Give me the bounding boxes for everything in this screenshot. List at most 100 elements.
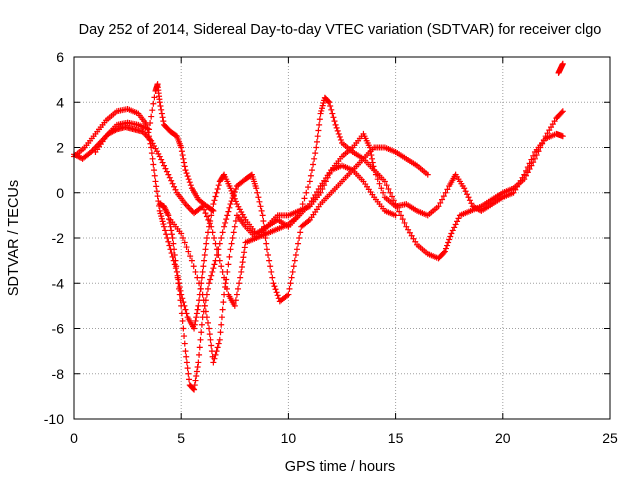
data-point [297,229,304,236]
data-point [157,103,164,110]
data-point [211,235,218,241]
data-point [223,216,230,223]
data-point [256,198,263,205]
data-point [273,289,280,296]
data-point [372,171,379,178]
data-point [202,246,209,253]
data-point [186,376,193,383]
data-point [510,189,517,196]
data-point [551,118,558,125]
x-tick-label: 0 [70,430,78,446]
data-point [514,183,521,190]
data-point [399,216,406,223]
data-point [327,103,334,110]
data-point [410,235,417,242]
data-point [440,193,447,200]
data-point [313,188,320,195]
data-point [225,261,232,268]
data-point [151,172,158,179]
data-point [401,219,408,226]
data-point [208,223,215,230]
data-point [210,207,217,214]
data-point [153,183,160,190]
data-point [179,235,186,241]
data-point [285,291,292,298]
data-point [548,124,555,131]
data-point [169,235,176,241]
data-point [515,180,522,187]
data-point [466,197,473,204]
data-point [292,251,299,258]
data-point [166,174,173,181]
data-point [163,231,170,238]
data-point [232,185,239,192]
data-point [177,297,184,304]
data-point [151,94,158,101]
data-point [172,257,179,264]
data-point [233,291,240,298]
data-point [212,257,219,264]
data-point [559,133,566,140]
data-point [158,215,165,222]
data-point [549,121,556,128]
data-point [164,235,171,241]
data-point [205,216,212,223]
data-point [312,150,319,157]
data-point [231,223,238,230]
data-point [260,218,267,225]
data-point [180,155,187,162]
data-point [380,189,387,196]
data-point [178,230,185,237]
data-point [465,194,472,201]
y-tick-label: -4 [52,275,65,291]
data-point [517,177,524,184]
data-point [163,168,170,175]
data-point [201,206,208,213]
x-tick-label: 15 [388,430,404,446]
data-point [370,163,377,170]
data-point [528,156,535,163]
data-point [261,223,268,230]
data-point [201,302,208,309]
data-point [238,268,245,275]
data-point [267,263,274,270]
data-point [154,193,161,200]
data-point [229,195,236,202]
data-point [435,203,442,210]
data-point [203,213,210,220]
data-point [524,164,531,171]
data-point [197,285,204,292]
data-point [190,263,197,270]
data-point [149,107,156,114]
x-tick-label: 10 [281,430,297,446]
data-point [447,233,454,240]
data-point [440,249,447,256]
data-point [181,163,188,170]
data-point [313,144,320,151]
data-point [191,321,198,328]
data-point [320,100,327,107]
series-track-6 [555,60,566,76]
data-point [378,185,385,192]
data-point [424,171,431,178]
data-point [209,207,216,214]
data-points [71,60,566,393]
data-point [225,208,232,215]
data-point [381,178,388,185]
data-point [183,359,190,366]
y-axis-label: SDTVAR / TECUs [6,180,22,296]
data-point [268,268,275,275]
data-point [374,176,381,183]
y-tick-label: -8 [52,366,65,382]
data-point [158,213,165,220]
data-point [161,162,168,169]
data-point [231,302,238,309]
data-point [303,189,310,196]
data-point [185,370,192,377]
data-point [203,240,210,247]
data-point [546,127,553,134]
data-point [445,239,452,246]
data-point [227,246,234,253]
data-point [523,167,530,174]
data-point [306,201,313,208]
